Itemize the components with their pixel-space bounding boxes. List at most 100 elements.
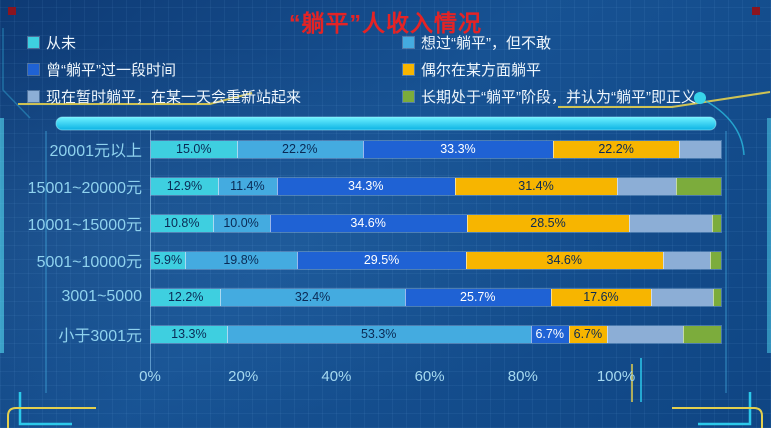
legend-label: 曾“躺平”过一段时间 [46,62,176,79]
category-label: 15001~20000元 [27,180,142,197]
page-title: “躺平”人收入情况 [289,10,482,36]
x-axis-tick: 20% [228,368,259,385]
bar-segment: 12.2% [151,288,221,306]
bracket-icon [698,392,752,426]
legend-item-thought-but-dare-not: 想过“躺平”，但不敢 [403,32,765,53]
x-axis-tick: 60% [414,368,445,385]
legend-item-long-term: 长期处于“躺平”阶段，并认为“躺平”即正义 [403,86,765,107]
bar-segment: 6.7% [530,325,569,343]
bar-segment [629,214,713,232]
legend-label: 想过“躺平”，但不敢 [421,35,551,52]
legend-label: 从未 [46,35,77,52]
chart-row: 3001~5000 12.2% 32.4% 25.7% 17.6% [10,287,740,307]
segment-value-label: 31.4% [518,179,554,193]
bar-segment: 22.2% [552,140,680,158]
chart-row: 5001~10000元 5.9% 19.8% 29.5% 34.6% [10,250,740,271]
bar-segment [679,140,721,158]
segment-value-label: 22.2% [598,142,634,156]
segment-value-label: 6.7% [573,327,603,341]
x-axis-tick: 40% [321,368,352,385]
bar-segment [650,288,713,306]
bar-segment: 15.0% [151,140,237,158]
x-axis-tick: 0% [139,368,161,385]
legend-label: 现在暂时躺平，在某一天会重新站起来 [46,89,302,106]
legend-label: 偶尔在某方面躺平 [421,62,542,79]
legend-swatch-icon [403,64,414,75]
legend: 从未 曾“躺平”过一段时间 现在暂时躺平，在某一天会重新站起来 想过“躺平”，但… [28,29,765,110]
legend-label: 长期处于“躺平”阶段，并认为“躺平”即正义 [421,89,696,106]
stacked-bar: 15.0% 22.2% 33.3% 22.2% [150,139,722,159]
category-label: 20001元以上 [49,143,143,160]
bar-segment: 53.3% [226,325,531,343]
segment-value-label: 53.3% [360,327,397,341]
legend-item-never: 从未 [28,32,403,53]
panel-top-glow [55,116,717,131]
segment-value-label: 11.4% [230,179,265,193]
segment-value-label: 34.6% [350,216,386,230]
segment-value-label: 28.5% [530,216,566,230]
chart-row: 10001~15000元 10.8% 10.0% 34.6% 28.5% [10,213,740,234]
bracket-icon [18,392,72,426]
bar-segment [676,177,721,195]
bar-segment [712,214,721,232]
bar-segment: 10.0% [212,214,270,232]
bar-segment: 34.3% [276,177,455,195]
segment-value-label: 19.8% [223,253,259,267]
stacked-bar: 12.2% 32.4% 25.7% 17.6% [150,287,722,307]
y-axis-line [150,130,151,372]
bar-segment: 25.7% [404,288,551,306]
segment-value-label: 32.4% [294,290,331,304]
segment-value-label: 12.2% [167,290,204,304]
bar-segment: 6.7% [568,325,607,343]
legend-item-occasionally: 偶尔在某方面躺平 [403,59,765,80]
legend-item-did-for-a-while: 曾“躺平”过一段时间 [28,59,403,80]
bar-segment [617,177,677,195]
stacked-bar: 5.9% 19.8% 29.5% 34.6% [150,250,722,270]
bar-segment [710,251,721,269]
segment-value-label: 33.3% [440,142,476,156]
bar-segment: 12.9% [151,177,218,195]
segment-value-label: 13.3% [171,327,207,341]
bar-segment: 32.4% [220,288,405,306]
bar-segment [662,251,711,269]
bar-segment: 11.4% [217,177,277,195]
legend-swatch-icon [28,37,39,48]
chart-row: 15001~20000元 12.9% 11.4% 34.3% 31.4% [10,176,740,197]
legend-swatch-icon [28,64,39,75]
segment-value-label: 6.7% [535,327,564,341]
category-label: 10001~15000元 [27,217,142,234]
bar-segment: 34.6% [465,251,663,269]
bar-segment: 19.8% [184,251,298,269]
category-label: 5001~10000元 [36,254,142,271]
bar-segment: 10.8% [151,214,213,232]
x-axis: 0% 20% 40% 60% 80% 100% [0,368,771,390]
segment-value-label: 29.5% [363,253,400,267]
stacked-bar: 12.9% 11.4% 34.3% 31.4% [150,176,722,196]
chart-row: 20001元以上 15.0% 22.2% 33.3% 22.2% [10,139,740,160]
segment-value-label: 22.2% [282,142,318,156]
segment-value-label: 25.7% [460,290,496,304]
bar-segment: 29.5% [297,251,466,269]
bar-segment: 13.3% [151,325,227,343]
category-label: 小于3001元 [58,328,142,345]
legend-item-temporarily-now: 现在暂时躺平，在某一天会重新站起来 [28,86,403,107]
stacked-bar: 10.8% 10.0% 34.6% 28.5% [150,213,722,233]
legend-swatch-icon [403,37,414,48]
bar-segment: 5.9% [151,251,185,269]
segment-value-label: 34.6% [546,253,582,267]
bar-segment [606,325,683,343]
bar-segment: 28.5% [466,214,630,232]
segment-value-label: 5.9% [153,253,183,267]
legend-swatch-icon [403,91,414,102]
segment-value-label: 10.0% [223,216,259,230]
legend-swatch-icon [28,91,39,102]
bar-segment: 22.2% [236,140,364,158]
chart-rows: 20001元以上 15.0% 22.2% 33.3% 22.2% 15001~20000元… [10,139,740,361]
x-axis-tick: 80% [507,368,538,385]
bar-segment: 31.4% [454,177,618,195]
bar-segment: 17.6% [550,288,651,306]
bar-segment: 33.3% [363,140,553,158]
segment-value-label: 17.6% [583,290,619,304]
stacked-bar: 13.3% 53.3% 6.7% 6.7% [150,324,722,344]
